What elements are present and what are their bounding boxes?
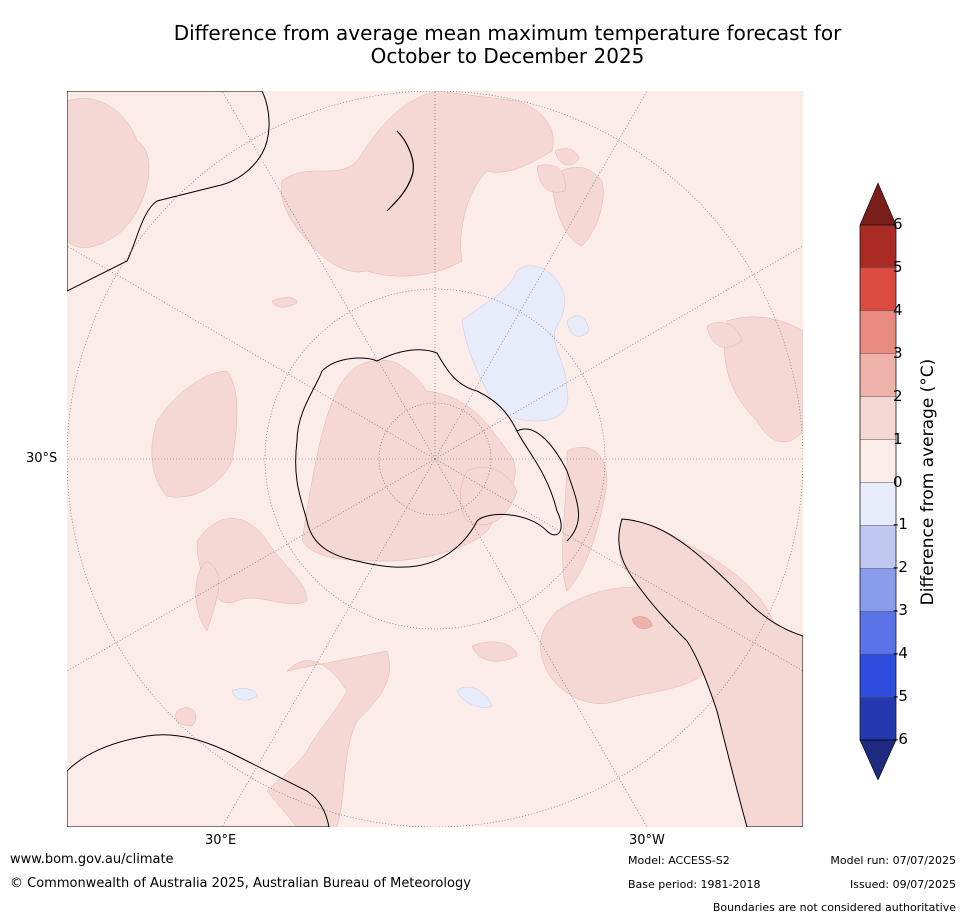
map-title: Difference from average mean maximum tem… — [60, 22, 955, 68]
title-line-2: October to December 2025 — [370, 44, 645, 68]
colorbar-segment — [859, 525, 897, 569]
polar-map — [67, 91, 803, 827]
colorbar-title: Difference from average (°C) — [918, 358, 938, 606]
longitude-label-30e: 30°E — [205, 833, 237, 848]
colorbar — [850, 180, 960, 781]
colorbar-upper-extend — [859, 182, 897, 226]
footer-issued: Issued: 09/07/2025 — [849, 878, 956, 891]
colorbar-tick-label: 5 — [893, 257, 903, 276]
colorbar-segment — [859, 267, 897, 312]
colorbar-tick-label: -4 — [893, 644, 908, 663]
colorbar-tick-label: -3 — [893, 601, 908, 620]
colorbar-segment — [859, 653, 897, 698]
south-america-coastline — [618, 518, 803, 827]
footer-disclaimer: Boundaries are not considered authoritat… — [712, 901, 956, 914]
anomaly-1-2-regions — [67, 91, 803, 827]
footer-url: www.bom.gov.au/climate — [10, 852, 174, 867]
colorbar-segment — [859, 310, 897, 354]
colorbar-svg — [859, 182, 897, 781]
australia-coastline — [67, 91, 270, 292]
colorbar-segment — [859, 396, 897, 440]
map-svg — [67, 91, 803, 827]
colorbar-tick-label: 1 — [893, 429, 903, 448]
antarctica-coastline — [295, 349, 562, 568]
colorbar-tick-label: 4 — [893, 300, 903, 319]
colorbar-frame — [859, 224, 897, 741]
footer-base-period: Base period: 1981-2018 — [628, 878, 761, 891]
footer-model: Model: ACCESS-S2 — [628, 854, 730, 867]
colorbar-segment — [859, 482, 897, 526]
longitude-lines — [67, 91, 803, 827]
colorbar-lower-extend — [859, 739, 897, 781]
colorbar-tick-label: 3 — [893, 343, 903, 362]
colorbar-segment — [859, 611, 897, 655]
africa-coastline — [67, 734, 330, 827]
latitude-circles — [67, 91, 803, 827]
colorbar-segment — [859, 224, 897, 269]
colorbar-tick-label: -5 — [893, 687, 908, 706]
colorbar-tick-label: 0 — [893, 472, 903, 491]
antarctic-peninsula — [516, 428, 580, 542]
colorbar-segment — [859, 696, 897, 741]
colorbar-tick-label: 6 — [893, 215, 903, 233]
colorbar-segment — [859, 568, 897, 612]
colorbar-tick-label: -2 — [893, 558, 908, 577]
latitude-label-30s: 30°S — [26, 451, 58, 466]
colorbar-segment — [859, 439, 897, 483]
colorbar-tick-label: -6 — [893, 730, 908, 748]
new-zealand-coastline — [386, 130, 414, 212]
anomaly-2-3-region — [631, 616, 653, 629]
title-line-1: Difference from average mean maximum tem… — [173, 21, 842, 45]
colorbar-tick-label: 2 — [893, 386, 903, 405]
anomaly-0-minus1-regions — [231, 265, 590, 708]
colorbar-segment — [859, 353, 897, 397]
longitude-label-30w: 30°W — [629, 833, 665, 848]
footer-model-run: Model run: 07/07/2025 — [830, 854, 956, 867]
colorbar-tick-label: -1 — [893, 515, 908, 534]
footer-copyright: © Commonwealth of Australia 2025, Austra… — [10, 876, 471, 891]
